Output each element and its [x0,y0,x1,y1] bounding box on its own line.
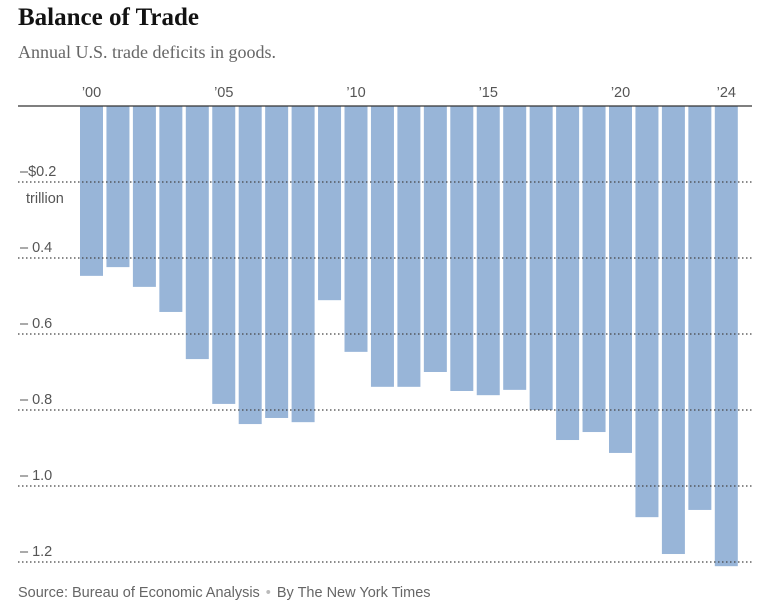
separator-dot: • [265,585,271,601]
x-tick-label: ’15 [479,85,498,101]
x-tick-label: ’20 [611,85,630,101]
bar-2024 [714,106,738,567]
y-tick-label: – 0.6 [20,316,52,332]
bar-2001 [106,106,130,268]
bar-2016 [503,106,527,390]
bar-2013 [423,106,447,372]
bar-2022 [661,106,685,555]
bar-2008 [291,106,315,423]
y-tick-label: – 0.8 [20,392,52,408]
source-text: Source: Bureau of Economic Analysis [18,585,260,601]
x-tick-label: ’10 [346,85,365,101]
bar-2009 [318,106,342,301]
x-tick-label: ’00 [82,85,101,101]
y-tick-label: –$0.2 [20,164,56,180]
source-footer: Source: Bureau of Economic Analysis • By T… [18,585,431,601]
bar-2014 [450,106,474,391]
credit-text: By The New York Times [276,585,431,601]
bar-2021 [635,106,659,518]
bar-2010 [344,106,368,352]
y-tick-label: – 1.2 [20,544,52,560]
bar-2017 [529,106,553,410]
bar-2006 [238,106,262,425]
bar-2007 [265,106,289,418]
y-tick-label: – 1.0 [20,468,52,484]
bar-2003 [159,106,183,312]
bar-2023 [688,106,712,510]
y-tick-label: – 0.4 [20,240,52,256]
y-unit-label: trillion [26,191,64,207]
x-tick-label: ’05 [214,85,233,101]
bar-2019 [582,106,606,433]
bar-2000 [80,106,103,276]
chart-subtitle: Annual U.S. trade deficits in goods. [18,42,276,62]
bar-2020 [609,106,632,453]
bar-2011 [370,106,394,387]
bar-2005 [212,106,236,404]
bar-2002 [132,106,156,287]
bar-2004 [185,106,209,360]
chart-title: Balance of Trade [18,4,200,31]
x-tick-label: ’24 [717,85,736,101]
bar-2012 [397,106,421,387]
bar-2018 [556,106,580,441]
bar-2015 [476,106,500,396]
